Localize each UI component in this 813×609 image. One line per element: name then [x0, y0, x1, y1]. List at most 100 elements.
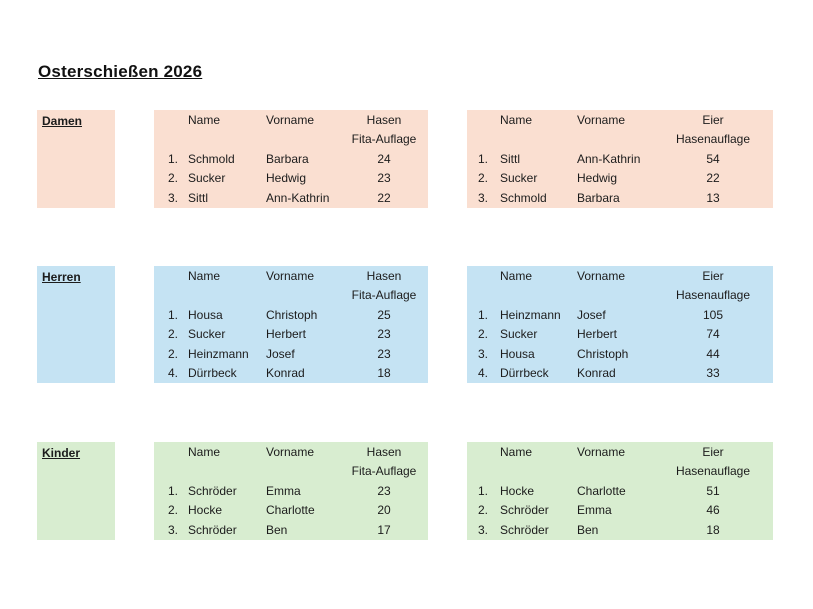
header-vorname: Vorname: [577, 113, 626, 127]
table-row: 1. Heinzmann Josef 105: [467, 306, 773, 325]
cell-vorname: Ann-Kathrin: [577, 151, 641, 166]
cell-score: 17: [377, 522, 391, 537]
cell-score: 105: [702, 307, 724, 322]
cell-vorname: Konrad: [577, 366, 616, 381]
header-rank-spacer: [467, 286, 500, 305]
header-rank-spacer: [154, 267, 188, 286]
cell-name: Heinzmann: [188, 346, 249, 361]
cell-vorname: Emma: [266, 483, 301, 498]
cell-score: 18: [706, 522, 720, 537]
cell-vorname: Christoph: [266, 307, 318, 322]
header-name: Name: [500, 445, 533, 459]
cell-vorname: Herbert: [266, 327, 307, 342]
cell-score: 54: [706, 151, 720, 166]
header-spacer: [577, 462, 653, 481]
cell-rank: 1.: [167, 307, 178, 322]
damen-hasen-table: Name Vorname Hasen Fita-Auflage 1. Schmol…: [154, 110, 428, 209]
table-body: 1. Schröder Emma 23 2. Hocke Charlotte 20 3. Schr…: [154, 482, 428, 540]
section-herren: Herren Name Vorname Hasen Fita-Auflage 1…: [37, 266, 773, 384]
table-body: 1. Hocke Charlotte 51 2. Schröder Emma 46 3. Schr…: [467, 482, 773, 540]
cell-score: 22: [706, 171, 720, 186]
table-header-row-2: Hasenauflage: [467, 286, 773, 305]
header-score-line2: Hasenauflage: [675, 288, 751, 303]
table-row: 1. Schröder Emma 23: [154, 482, 428, 501]
table-row: 1. Schmold Barbara 24: [154, 150, 428, 169]
header-vorname: Vorname: [577, 269, 626, 283]
header-name: Name: [188, 113, 221, 127]
header-name: Name: [188, 269, 221, 283]
cell-vorname: Ben: [577, 522, 599, 537]
header-score-line2: Hasenauflage: [675, 464, 751, 479]
cell-rank: 2.: [167, 171, 178, 186]
cell-vorname: Hedwig: [266, 171, 307, 186]
cell-score: 44: [706, 346, 720, 361]
header-vorname: Vorname: [266, 445, 315, 459]
header-name: Name: [188, 445, 221, 459]
cell-rank: 4.: [477, 366, 488, 381]
cell-score: 23: [377, 346, 391, 361]
cell-rank: 2.: [167, 346, 178, 361]
category-label-box-damen: Damen: [37, 110, 115, 209]
header-spacer: [577, 286, 653, 305]
cell-name: Hocke: [500, 483, 535, 498]
table-header-row-2: Fita-Auflage: [154, 462, 428, 481]
header-score-line2: Hasenauflage: [675, 132, 751, 147]
cell-name: Sucker: [500, 171, 538, 186]
header-spacer: [500, 462, 577, 481]
category-label: Damen: [42, 114, 83, 128]
cell-score: 20: [377, 503, 391, 518]
header-name: Name: [500, 113, 533, 127]
cell-vorname: Christoph: [577, 346, 629, 361]
cell-rank: 2.: [167, 327, 178, 342]
herren-hasen-table: Name Vorname Hasen Fita-Auflage 1. Housa C…: [154, 266, 428, 384]
cell-rank: 1.: [477, 307, 488, 322]
table-body: 1. Sittl Ann-Kathrin 54 2. Sucker Hedwig 22 3. Sc…: [467, 150, 773, 208]
table-header-row-1: Name Vorname Eier: [467, 267, 773, 286]
table-header-row-1: Name Vorname Hasen: [154, 111, 428, 130]
table-header-row-1: Name Vorname Eier: [467, 443, 773, 462]
header-score-line1: Hasen: [366, 269, 402, 283]
table-row: 3. Sittl Ann-Kathrin 22: [154, 189, 428, 208]
cell-vorname: Konrad: [266, 366, 305, 381]
cell-rank: 3.: [167, 190, 178, 205]
header-vorname: Vorname: [577, 445, 626, 459]
cell-score: 25: [377, 307, 391, 322]
cell-name: Schröder: [188, 522, 237, 537]
cell-score: 74: [706, 327, 720, 342]
kinder-hasen-table: Name Vorname Hasen Fita-Auflage 1. Schröd…: [154, 442, 428, 541]
cell-score: 51: [706, 483, 720, 498]
header-rank-spacer: [467, 111, 500, 130]
table-body: 1. Schmold Barbara 24 2. Sucker Hedwig 23 3. Sitt…: [154, 150, 428, 208]
cell-score: 22: [377, 190, 391, 205]
cell-score: 46: [706, 503, 720, 518]
cell-vorname: Charlotte: [266, 503, 315, 518]
cell-name: Hocke: [188, 503, 223, 518]
header-rank-spacer: [467, 443, 500, 462]
cell-name: Schröder: [500, 522, 549, 537]
cell-score: 23: [377, 483, 391, 498]
header-spacer: [577, 130, 653, 149]
table-header-row-1: Name Vorname Eier: [467, 111, 773, 130]
header-score-line1: Eier: [702, 445, 724, 459]
cell-rank: 2.: [477, 171, 488, 186]
header-score-line2: Fita-Auflage: [351, 464, 417, 479]
cell-score: 23: [377, 327, 391, 342]
table-header-row-2: Fita-Auflage: [154, 130, 428, 149]
table-row: 4. Dürrbeck Konrad 18: [154, 364, 428, 383]
table-row: 2. Sucker Herbert 74: [467, 325, 773, 344]
kinder-eier-table: Name Vorname Eier Hasenauflage 1. Hocke Ch…: [467, 442, 773, 541]
cell-vorname: Ben: [266, 522, 288, 537]
header-rank-spacer: [154, 443, 188, 462]
table-row: 2. Hocke Charlotte 20: [154, 501, 428, 520]
cell-name: Housa: [188, 307, 223, 322]
table-row: 3. Schmold Barbara 13: [467, 189, 773, 208]
herren-eier-table: Name Vorname Eier Hasenauflage 1. Heinzma…: [467, 266, 773, 384]
cell-vorname: Barbara: [266, 151, 309, 166]
cell-score: 24: [377, 151, 391, 166]
cell-vorname: Charlotte: [577, 483, 626, 498]
table-row: 1. Sittl Ann-Kathrin 54: [467, 150, 773, 169]
cell-vorname: Herbert: [577, 327, 618, 342]
cell-score: 13: [706, 190, 720, 205]
cell-rank: 3.: [477, 190, 488, 205]
table-header-row-2: Hasenauflage: [467, 462, 773, 481]
